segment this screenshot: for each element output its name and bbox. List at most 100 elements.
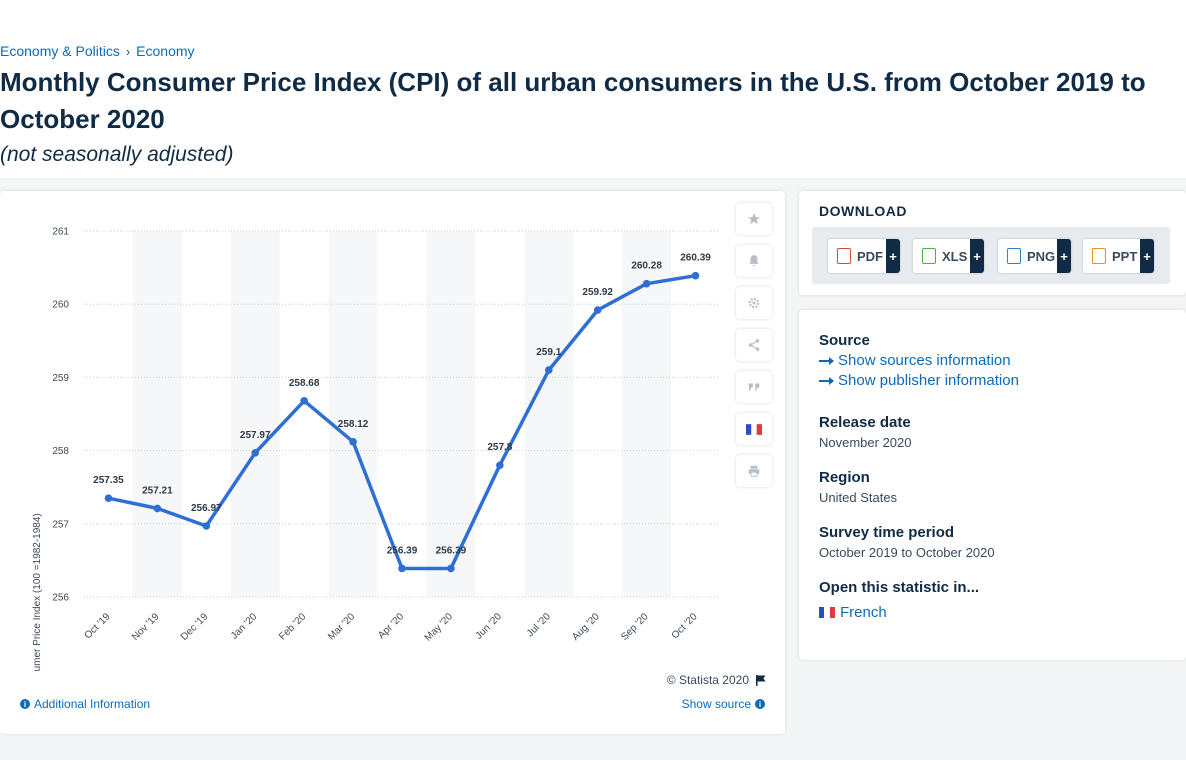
copyright-text: © Statista 2020 (666, 673, 749, 687)
page-title: Monthly Consumer Price Index (CPI) of al… (0, 67, 1146, 134)
x-tick-label: Nov '19 (130, 611, 162, 643)
download-bar: PDF + XLS + PNG + PPT + (812, 227, 1170, 284)
survey-period-value: October 2019 to October 2020 (819, 545, 995, 560)
data-label: 257.21 (142, 485, 173, 496)
show-source-link[interactable]: Show source i (682, 697, 765, 711)
statistic-info-card: Source Show sources information Show pub… (799, 310, 1186, 660)
data-point (349, 438, 357, 446)
breadcrumb-economy[interactable]: Economy (136, 43, 195, 59)
data-label: 260.39 (680, 253, 711, 264)
download-ppt-button[interactable]: PPT + (1083, 239, 1154, 273)
data-label: 256.39 (387, 545, 418, 556)
release-date-label: Release date (819, 414, 911, 431)
column-bands (132, 231, 672, 597)
release-date-section: Release date November 2020 (819, 414, 912, 450)
arrow-right-icon (819, 356, 834, 365)
survey-period-section: Survey time period October 2019 to Octob… (819, 524, 995, 560)
x-tick-label: Mar '20 (326, 611, 357, 642)
gear-icon[interactable] (736, 287, 772, 319)
x-tick-label: Oct '20 (670, 611, 700, 641)
bell-icon[interactable] (736, 245, 772, 277)
download-pdf-button[interactable]: PDF + (828, 239, 900, 273)
column-band (524, 231, 574, 597)
download-png-label: PNG (1027, 248, 1056, 264)
data-label: 257.35 (93, 475, 124, 486)
plus-icon: + (1140, 239, 1154, 273)
source-section: Source Show sources information Show pub… (819, 332, 1019, 389)
data-label: 257.8 (487, 442, 512, 453)
y-tick-label: 256 (52, 593, 69, 604)
source-label: Source (819, 332, 870, 349)
x-tick-labels: Oct '19 Nov '19 Dec '19 Jan '20 Feb '20 Mar '… (83, 611, 700, 644)
x-tick-label: Aug '20 (570, 611, 602, 643)
info-icon: i (20, 699, 30, 709)
data-label: 256.97 (191, 503, 222, 514)
download-ppt-label: PPT (1112, 248, 1138, 264)
open-in-french-label: French (840, 604, 887, 621)
data-point (202, 522, 211, 530)
chart-toolbar (736, 203, 772, 497)
x-tick-label: May '20 (423, 611, 456, 644)
breadcrumb-economy-politics[interactable]: Economy & Politics (0, 43, 120, 59)
x-tick-label: Oct '19 (83, 611, 113, 641)
additional-information-label: Additional Information (34, 697, 151, 711)
x-tick-label: Jul '20 (525, 611, 553, 639)
flag-report-icon[interactable] (755, 674, 767, 686)
y-axis-label: Consumer Price Index (100 =1982-1984) (32, 513, 43, 671)
arrow-right-icon (819, 376, 834, 385)
download-png-button[interactable]: PNG + (998, 239, 1071, 273)
plus-icon: + (886, 239, 900, 273)
download-card: DOWNLOAD PDF + XLS + PNG + PPT + (799, 191, 1186, 295)
region-label: Region (819, 469, 870, 486)
data-label: 259.92 (582, 287, 613, 298)
info-icon: i (755, 699, 765, 709)
data-point (691, 271, 700, 280)
gridlines (84, 230, 720, 598)
data-points (104, 271, 700, 573)
quote-icon[interactable] (736, 371, 772, 403)
png-file-icon (1007, 248, 1021, 264)
x-tick-label: Apr '20 (376, 611, 406, 641)
y-tick-labels: 256 257 258 259 260 261 (52, 227, 69, 604)
cpi-line-chart: 256 257 258 259 260 261 Consumer Price Index … (32, 227, 720, 671)
region-section: Region United States (819, 469, 897, 505)
x-tick-label: Feb '20 (277, 611, 308, 642)
flag-fr-icon[interactable] (736, 413, 772, 445)
print-icon[interactable] (736, 455, 772, 487)
data-label: 257.97 (240, 430, 271, 441)
show-sources-label: Show sources information (838, 352, 1011, 369)
download-heading: DOWNLOAD (819, 203, 907, 219)
flag-fr-icon (819, 607, 835, 618)
survey-period-label: Survey time period (819, 524, 955, 541)
show-source-label: Show source (681, 697, 751, 711)
data-label: 259.1 (536, 347, 561, 358)
show-publisher-link[interactable]: Show publisher information (819, 372, 1019, 389)
x-tick-label: Jan '20 (229, 611, 260, 642)
data-point (593, 306, 602, 314)
data-point (153, 504, 162, 513)
data-point (104, 494, 113, 502)
download-xls-button[interactable]: XLS + (913, 239, 984, 273)
x-tick-label: Sep '20 (619, 611, 651, 643)
copyright: © Statista 2020 (667, 673, 767, 687)
breadcrumb: Economy & Politics › Economy (0, 43, 195, 59)
ppt-file-icon (1092, 248, 1106, 264)
show-sources-link[interactable]: Show sources information (819, 352, 1019, 369)
region-value: United States (819, 490, 898, 505)
open-statistic-label: Open this statistic in... (819, 579, 980, 596)
data-point (447, 564, 455, 573)
additional-information-link[interactable]: i Additional Information (20, 697, 150, 711)
open-in-french-link[interactable]: French (819, 604, 979, 621)
data-label: 260.28 (631, 261, 662, 272)
share-icon[interactable] (736, 329, 772, 361)
pdf-file-icon (837, 248, 851, 264)
download-pdf-label: PDF (857, 248, 883, 264)
data-point (398, 564, 406, 573)
chart-card: 256 257 258 259 260 261 Consumer Price Index … (0, 191, 785, 734)
open-statistic-section: Open this statistic in... French (819, 579, 979, 621)
data-label: 258.68 (289, 378, 320, 389)
star-icon[interactable] (736, 203, 772, 235)
data-point (496, 461, 504, 470)
y-tick-label: 258 (52, 446, 69, 457)
y-tick-label: 261 (52, 227, 69, 238)
